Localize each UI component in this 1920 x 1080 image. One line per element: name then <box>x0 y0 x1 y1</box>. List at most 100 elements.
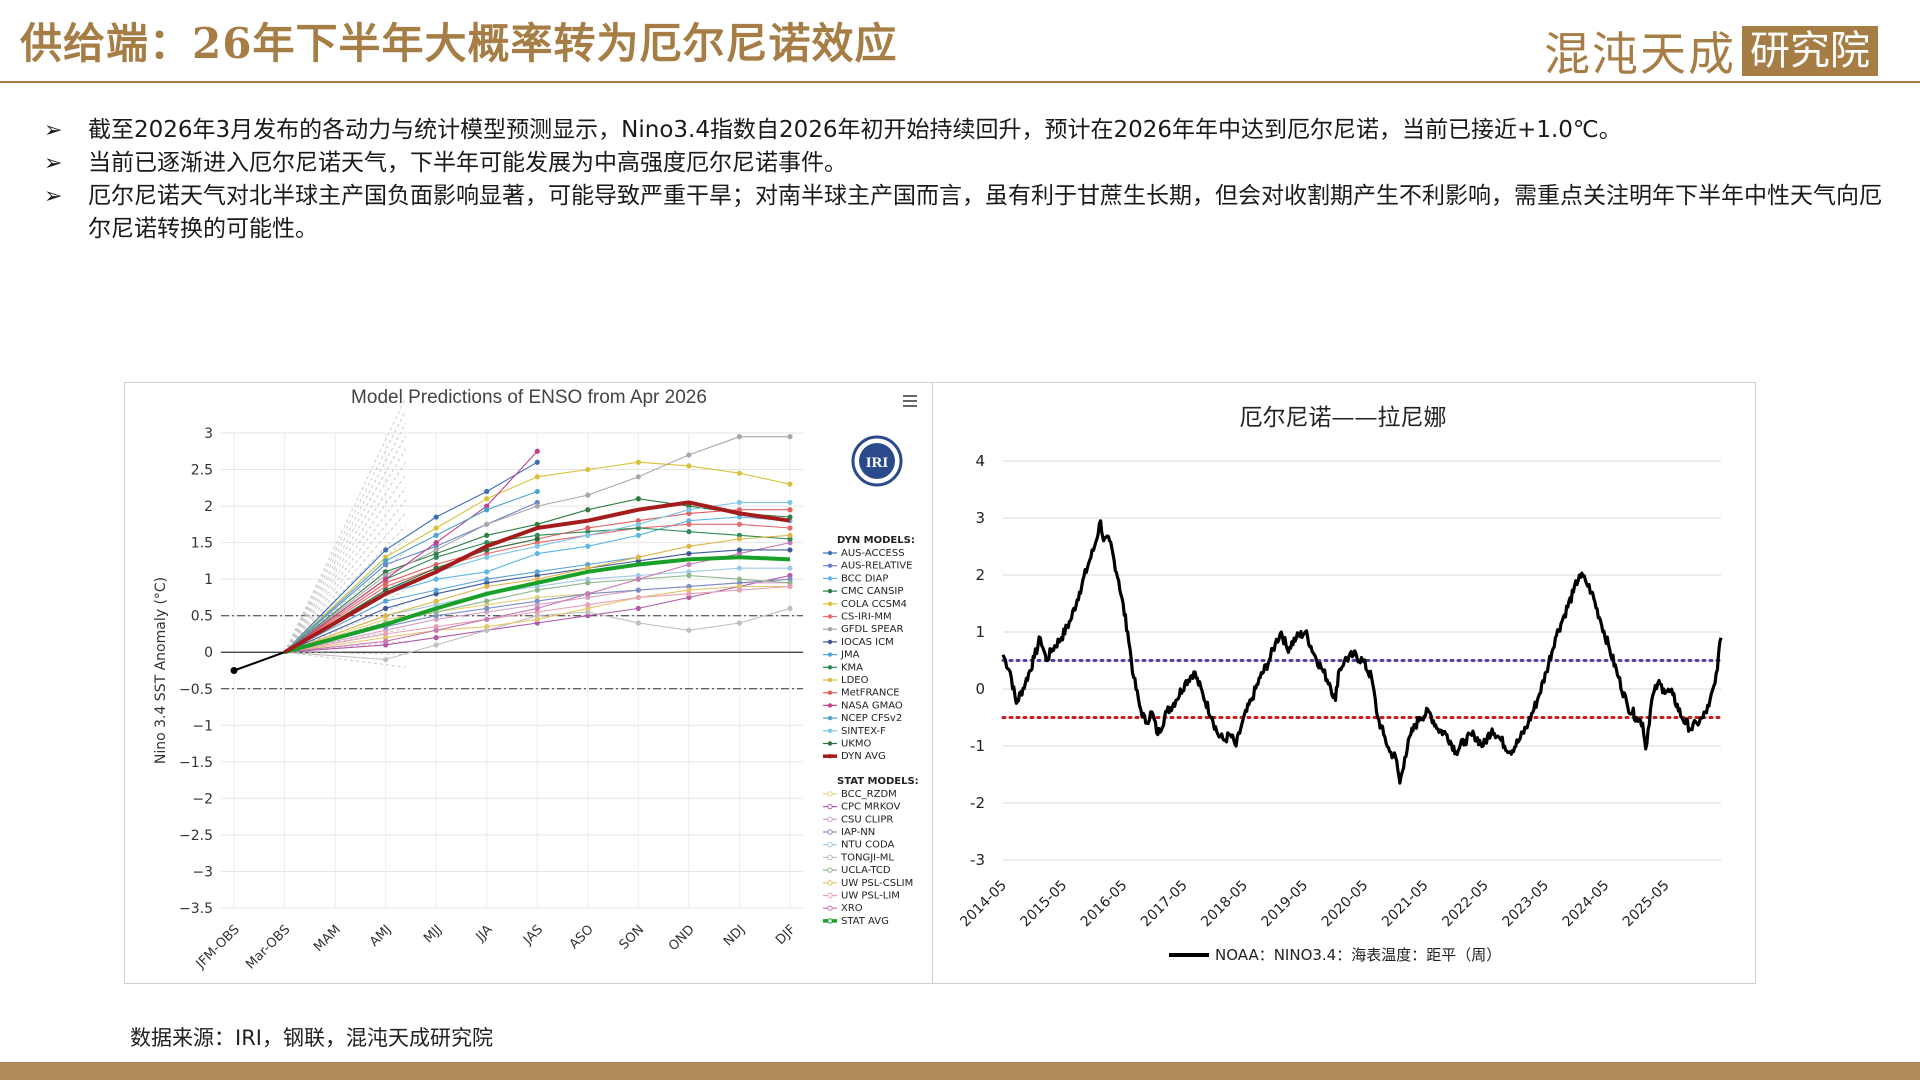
series-point <box>433 587 439 593</box>
series-point <box>635 605 641 611</box>
logo-core <box>859 443 895 479</box>
series-line <box>284 585 790 653</box>
series-point <box>585 613 591 619</box>
series-point <box>433 550 439 557</box>
legend-label: NTU CODA <box>841 840 894 851</box>
x-tick-label: 2014-05 <box>957 878 1010 931</box>
plume-member-line <box>284 487 407 653</box>
series-line <box>284 534 791 653</box>
series-point <box>484 554 490 560</box>
y-tick-label: −3 <box>192 864 213 880</box>
series-point <box>433 540 439 546</box>
series-line <box>284 578 791 653</box>
series-line <box>284 567 790 653</box>
legend-marker <box>827 728 833 733</box>
series-point <box>383 627 389 633</box>
x-tick-label: OND <box>666 922 698 954</box>
series-point <box>433 642 439 648</box>
series-point <box>736 547 743 553</box>
x-tick-label: Mar-OBS <box>243 922 293 972</box>
series-point <box>484 605 490 611</box>
x-tick-label: 2021-05 <box>1379 878 1432 931</box>
arrow-bullet-icon: ➢ <box>44 118 63 143</box>
series-point <box>433 616 439 622</box>
series-point <box>433 525 439 531</box>
series-point <box>635 474 641 480</box>
series-point <box>686 627 692 633</box>
series-point <box>484 488 490 495</box>
bullet-list: ➢ 截至2026年3月发布的各动力与统计模型预测显示，Nino3.4指数自202… <box>44 114 1884 246</box>
series-point <box>484 532 490 538</box>
chart-legend: NOAA：NINO3.4：海表温度：距平（周） <box>1169 946 1501 964</box>
series-point <box>383 616 389 622</box>
series-point <box>433 598 439 604</box>
series-point <box>736 620 743 626</box>
series-point <box>686 543 692 549</box>
plume-member-line <box>284 512 407 653</box>
series-point <box>484 521 490 527</box>
series-point <box>433 547 439 553</box>
series-point <box>585 529 591 535</box>
y-tick-label: −3.5 <box>179 901 213 917</box>
chart-title: 厄尔尼诺——拉尼娜 <box>1240 405 1447 431</box>
series-point <box>686 503 692 509</box>
dyn-model-series <box>284 554 641 653</box>
y-tick-label: −1 <box>192 718 213 734</box>
series-line <box>284 585 791 653</box>
series-point <box>736 514 743 520</box>
series-point <box>787 565 793 571</box>
legend-label: JMA <box>840 650 860 661</box>
series-point <box>736 587 743 593</box>
series-point <box>635 532 641 538</box>
x-tick-label: 2018-05 <box>1198 878 1251 931</box>
series-point <box>686 510 692 516</box>
series-point <box>736 565 743 571</box>
series-point <box>787 514 793 520</box>
legend-marker <box>827 892 833 899</box>
y-tick-label: -3 <box>970 851 985 869</box>
legend-marker <box>827 803 833 810</box>
legend-label: NASA GMAO <box>841 700 903 711</box>
series-point <box>383 558 389 564</box>
brand-logo: 混沌天成 研究院 <box>1544 18 1878 84</box>
dyn-model-series <box>284 532 793 653</box>
observed-series <box>230 651 285 674</box>
y-tick-label: 1 <box>204 572 213 588</box>
y-tick-label: 2 <box>204 499 213 515</box>
nino34-series-line <box>1001 519 1723 785</box>
y-tick-label: −1.5 <box>179 755 213 771</box>
series-line <box>283 500 791 654</box>
series-point <box>534 576 540 582</box>
legend-label: SINTEX-F <box>841 726 886 737</box>
observed-line <box>233 651 285 672</box>
series-line <box>284 523 791 653</box>
legend-marker <box>827 677 833 683</box>
series-point <box>585 605 591 611</box>
series-point <box>686 583 692 590</box>
y-tick-label: -1 <box>970 737 985 755</box>
legend-marker <box>827 576 833 581</box>
series-point <box>686 561 692 568</box>
bullet-text: 截至2026年3月发布的各动力与统计模型预测显示，Nino3.4指数自2026年… <box>88 117 1622 143</box>
legend-marker <box>827 754 833 759</box>
series-point <box>383 605 389 611</box>
plume-member-line <box>284 525 406 653</box>
series-point <box>686 572 692 579</box>
series-point <box>635 558 641 564</box>
series-point <box>787 547 793 553</box>
x-tick-label: 2022-05 <box>1439 878 1492 931</box>
series-point <box>484 576 490 582</box>
series-point <box>686 591 692 597</box>
legend-label: IAP-NN <box>841 827 875 838</box>
y-tick-label: 0 <box>204 645 213 661</box>
series-point <box>736 550 743 557</box>
legend-label: MetFRANCE <box>841 688 900 699</box>
series-point <box>383 583 389 590</box>
bullet-item: ➢ 厄尔尼诺天气对北半球主产国负面影响显著，可能导致严重干旱；对南半球主产国而言… <box>44 180 1884 246</box>
iri-logo-icon: IRI <box>851 435 903 487</box>
legend-marker <box>827 588 833 594</box>
x-tick-label: 2023-05 <box>1499 878 1552 931</box>
series-point <box>383 547 389 553</box>
series-point <box>787 536 793 542</box>
series-point <box>787 499 793 506</box>
